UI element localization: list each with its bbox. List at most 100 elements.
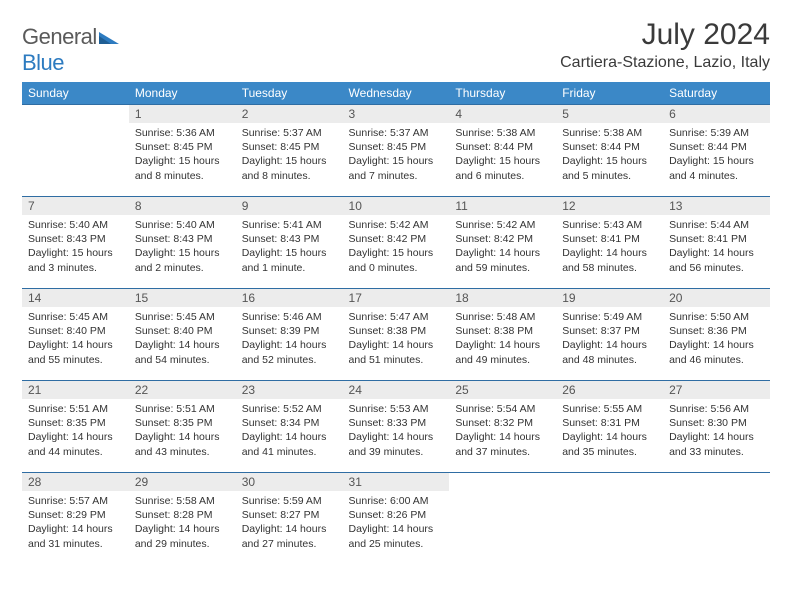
day-number: 22 (129, 381, 236, 399)
logo: GeneralBlue (22, 18, 119, 76)
calendar-day: 13Sunrise: 5:44 AMSunset: 8:41 PMDayligh… (663, 197, 770, 289)
day-header-row: Sunday Monday Tuesday Wednesday Thursday… (22, 82, 770, 105)
day-body: Sunrise: 5:45 AMSunset: 8:40 PMDaylight:… (129, 307, 236, 369)
day-number: 20 (663, 289, 770, 307)
day-number: 12 (556, 197, 663, 215)
calendar-day: 1Sunrise: 5:36 AMSunset: 8:45 PMDaylight… (129, 105, 236, 197)
calendar-day: 27Sunrise: 5:56 AMSunset: 8:30 PMDayligh… (663, 381, 770, 473)
dayhead-sat: Saturday (663, 82, 770, 105)
calendar-day: 21Sunrise: 5:51 AMSunset: 8:35 PMDayligh… (22, 381, 129, 473)
day-number: 30 (236, 473, 343, 491)
day-number: 25 (449, 381, 556, 399)
day-body: Sunrise: 5:51 AMSunset: 8:35 PMDaylight:… (129, 399, 236, 461)
title-block: July 2024 Cartiera-Stazione, Lazio, Ital… (560, 18, 770, 72)
day-number: 5 (556, 105, 663, 123)
day-body: Sunrise: 5:46 AMSunset: 8:39 PMDaylight:… (236, 307, 343, 369)
calendar-day: 3Sunrise: 5:37 AMSunset: 8:45 PMDaylight… (343, 105, 450, 197)
calendar-page: GeneralBlue July 2024 Cartiera-Stazione,… (0, 0, 792, 565)
day-number: 2 (236, 105, 343, 123)
day-number: 7 (22, 197, 129, 215)
day-number: 13 (663, 197, 770, 215)
calendar-day: 15Sunrise: 5:45 AMSunset: 8:40 PMDayligh… (129, 289, 236, 381)
calendar-day: 11Sunrise: 5:42 AMSunset: 8:42 PMDayligh… (449, 197, 556, 289)
day-body: Sunrise: 5:40 AMSunset: 8:43 PMDaylight:… (129, 215, 236, 277)
day-number: 23 (236, 381, 343, 399)
calendar-day (663, 473, 770, 565)
day-body: Sunrise: 5:44 AMSunset: 8:41 PMDaylight:… (663, 215, 770, 277)
calendar-day: 28Sunrise: 5:57 AMSunset: 8:29 PMDayligh… (22, 473, 129, 565)
calendar-day: 5Sunrise: 5:38 AMSunset: 8:44 PMDaylight… (556, 105, 663, 197)
calendar-body: 1Sunrise: 5:36 AMSunset: 8:45 PMDaylight… (22, 105, 770, 565)
day-number: 19 (556, 289, 663, 307)
calendar-day: 31Sunrise: 6:00 AMSunset: 8:26 PMDayligh… (343, 473, 450, 565)
day-number: 3 (343, 105, 450, 123)
day-body: Sunrise: 5:47 AMSunset: 8:38 PMDaylight:… (343, 307, 450, 369)
calendar-table: Sunday Monday Tuesday Wednesday Thursday… (22, 82, 770, 565)
day-body: Sunrise: 5:36 AMSunset: 8:45 PMDaylight:… (129, 123, 236, 185)
calendar-day: 30Sunrise: 5:59 AMSunset: 8:27 PMDayligh… (236, 473, 343, 565)
month-title: July 2024 (560, 18, 770, 52)
calendar-day: 25Sunrise: 5:54 AMSunset: 8:32 PMDayligh… (449, 381, 556, 473)
day-number: 16 (236, 289, 343, 307)
day-body: Sunrise: 5:49 AMSunset: 8:37 PMDaylight:… (556, 307, 663, 369)
day-number: 15 (129, 289, 236, 307)
location-text: Cartiera-Stazione, Lazio, Italy (560, 54, 770, 72)
day-number: 10 (343, 197, 450, 215)
dayhead-fri: Friday (556, 82, 663, 105)
day-body: Sunrise: 5:41 AMSunset: 8:43 PMDaylight:… (236, 215, 343, 277)
day-body: Sunrise: 5:52 AMSunset: 8:34 PMDaylight:… (236, 399, 343, 461)
day-body: Sunrise: 5:45 AMSunset: 8:40 PMDaylight:… (22, 307, 129, 369)
day-body: Sunrise: 5:43 AMSunset: 8:41 PMDaylight:… (556, 215, 663, 277)
day-number: 28 (22, 473, 129, 491)
calendar-day: 12Sunrise: 5:43 AMSunset: 8:41 PMDayligh… (556, 197, 663, 289)
calendar-day: 2Sunrise: 5:37 AMSunset: 8:45 PMDaylight… (236, 105, 343, 197)
day-body: Sunrise: 5:53 AMSunset: 8:33 PMDaylight:… (343, 399, 450, 461)
day-body: Sunrise: 5:37 AMSunset: 8:45 PMDaylight:… (236, 123, 343, 185)
day-number: 24 (343, 381, 450, 399)
day-number: 6 (663, 105, 770, 123)
calendar-week: 7Sunrise: 5:40 AMSunset: 8:43 PMDaylight… (22, 197, 770, 289)
day-body: Sunrise: 5:40 AMSunset: 8:43 PMDaylight:… (22, 215, 129, 277)
calendar-day: 17Sunrise: 5:47 AMSunset: 8:38 PMDayligh… (343, 289, 450, 381)
calendar-day (449, 473, 556, 565)
day-body: Sunrise: 5:37 AMSunset: 8:45 PMDaylight:… (343, 123, 450, 185)
page-header: GeneralBlue July 2024 Cartiera-Stazione,… (22, 18, 770, 76)
logo-word2: Blue (22, 50, 64, 75)
day-number: 26 (556, 381, 663, 399)
day-number: 31 (343, 473, 450, 491)
dayhead-tue: Tuesday (236, 82, 343, 105)
calendar-day: 18Sunrise: 5:48 AMSunset: 8:38 PMDayligh… (449, 289, 556, 381)
day-number: 17 (343, 289, 450, 307)
day-body: Sunrise: 5:50 AMSunset: 8:36 PMDaylight:… (663, 307, 770, 369)
day-body: Sunrise: 5:48 AMSunset: 8:38 PMDaylight:… (449, 307, 556, 369)
day-number: 11 (449, 197, 556, 215)
day-body: Sunrise: 5:54 AMSunset: 8:32 PMDaylight:… (449, 399, 556, 461)
day-body: Sunrise: 5:42 AMSunset: 8:42 PMDaylight:… (449, 215, 556, 277)
day-number (556, 473, 663, 491)
calendar-day (22, 105, 129, 197)
day-body: Sunrise: 5:56 AMSunset: 8:30 PMDaylight:… (663, 399, 770, 461)
calendar-day: 10Sunrise: 5:42 AMSunset: 8:42 PMDayligh… (343, 197, 450, 289)
calendar-day: 23Sunrise: 5:52 AMSunset: 8:34 PMDayligh… (236, 381, 343, 473)
calendar-day: 4Sunrise: 5:38 AMSunset: 8:44 PMDaylight… (449, 105, 556, 197)
day-body: Sunrise: 5:38 AMSunset: 8:44 PMDaylight:… (449, 123, 556, 185)
day-number: 29 (129, 473, 236, 491)
day-body: Sunrise: 5:51 AMSunset: 8:35 PMDaylight:… (22, 399, 129, 461)
day-number (449, 473, 556, 491)
calendar-day: 29Sunrise: 5:58 AMSunset: 8:28 PMDayligh… (129, 473, 236, 565)
calendar-week: 14Sunrise: 5:45 AMSunset: 8:40 PMDayligh… (22, 289, 770, 381)
calendar-day: 24Sunrise: 5:53 AMSunset: 8:33 PMDayligh… (343, 381, 450, 473)
day-body: Sunrise: 5:38 AMSunset: 8:44 PMDaylight:… (556, 123, 663, 185)
day-number (22, 105, 129, 123)
calendar-day: 19Sunrise: 5:49 AMSunset: 8:37 PMDayligh… (556, 289, 663, 381)
day-number: 27 (663, 381, 770, 399)
day-number: 4 (449, 105, 556, 123)
calendar-week: 1Sunrise: 5:36 AMSunset: 8:45 PMDaylight… (22, 105, 770, 197)
day-body: Sunrise: 5:57 AMSunset: 8:29 PMDaylight:… (22, 491, 129, 553)
calendar-week: 28Sunrise: 5:57 AMSunset: 8:29 PMDayligh… (22, 473, 770, 565)
calendar-day: 26Sunrise: 5:55 AMSunset: 8:31 PMDayligh… (556, 381, 663, 473)
dayhead-mon: Monday (129, 82, 236, 105)
dayhead-sun: Sunday (22, 82, 129, 105)
calendar-day: 6Sunrise: 5:39 AMSunset: 8:44 PMDaylight… (663, 105, 770, 197)
calendar-day: 9Sunrise: 5:41 AMSunset: 8:43 PMDaylight… (236, 197, 343, 289)
